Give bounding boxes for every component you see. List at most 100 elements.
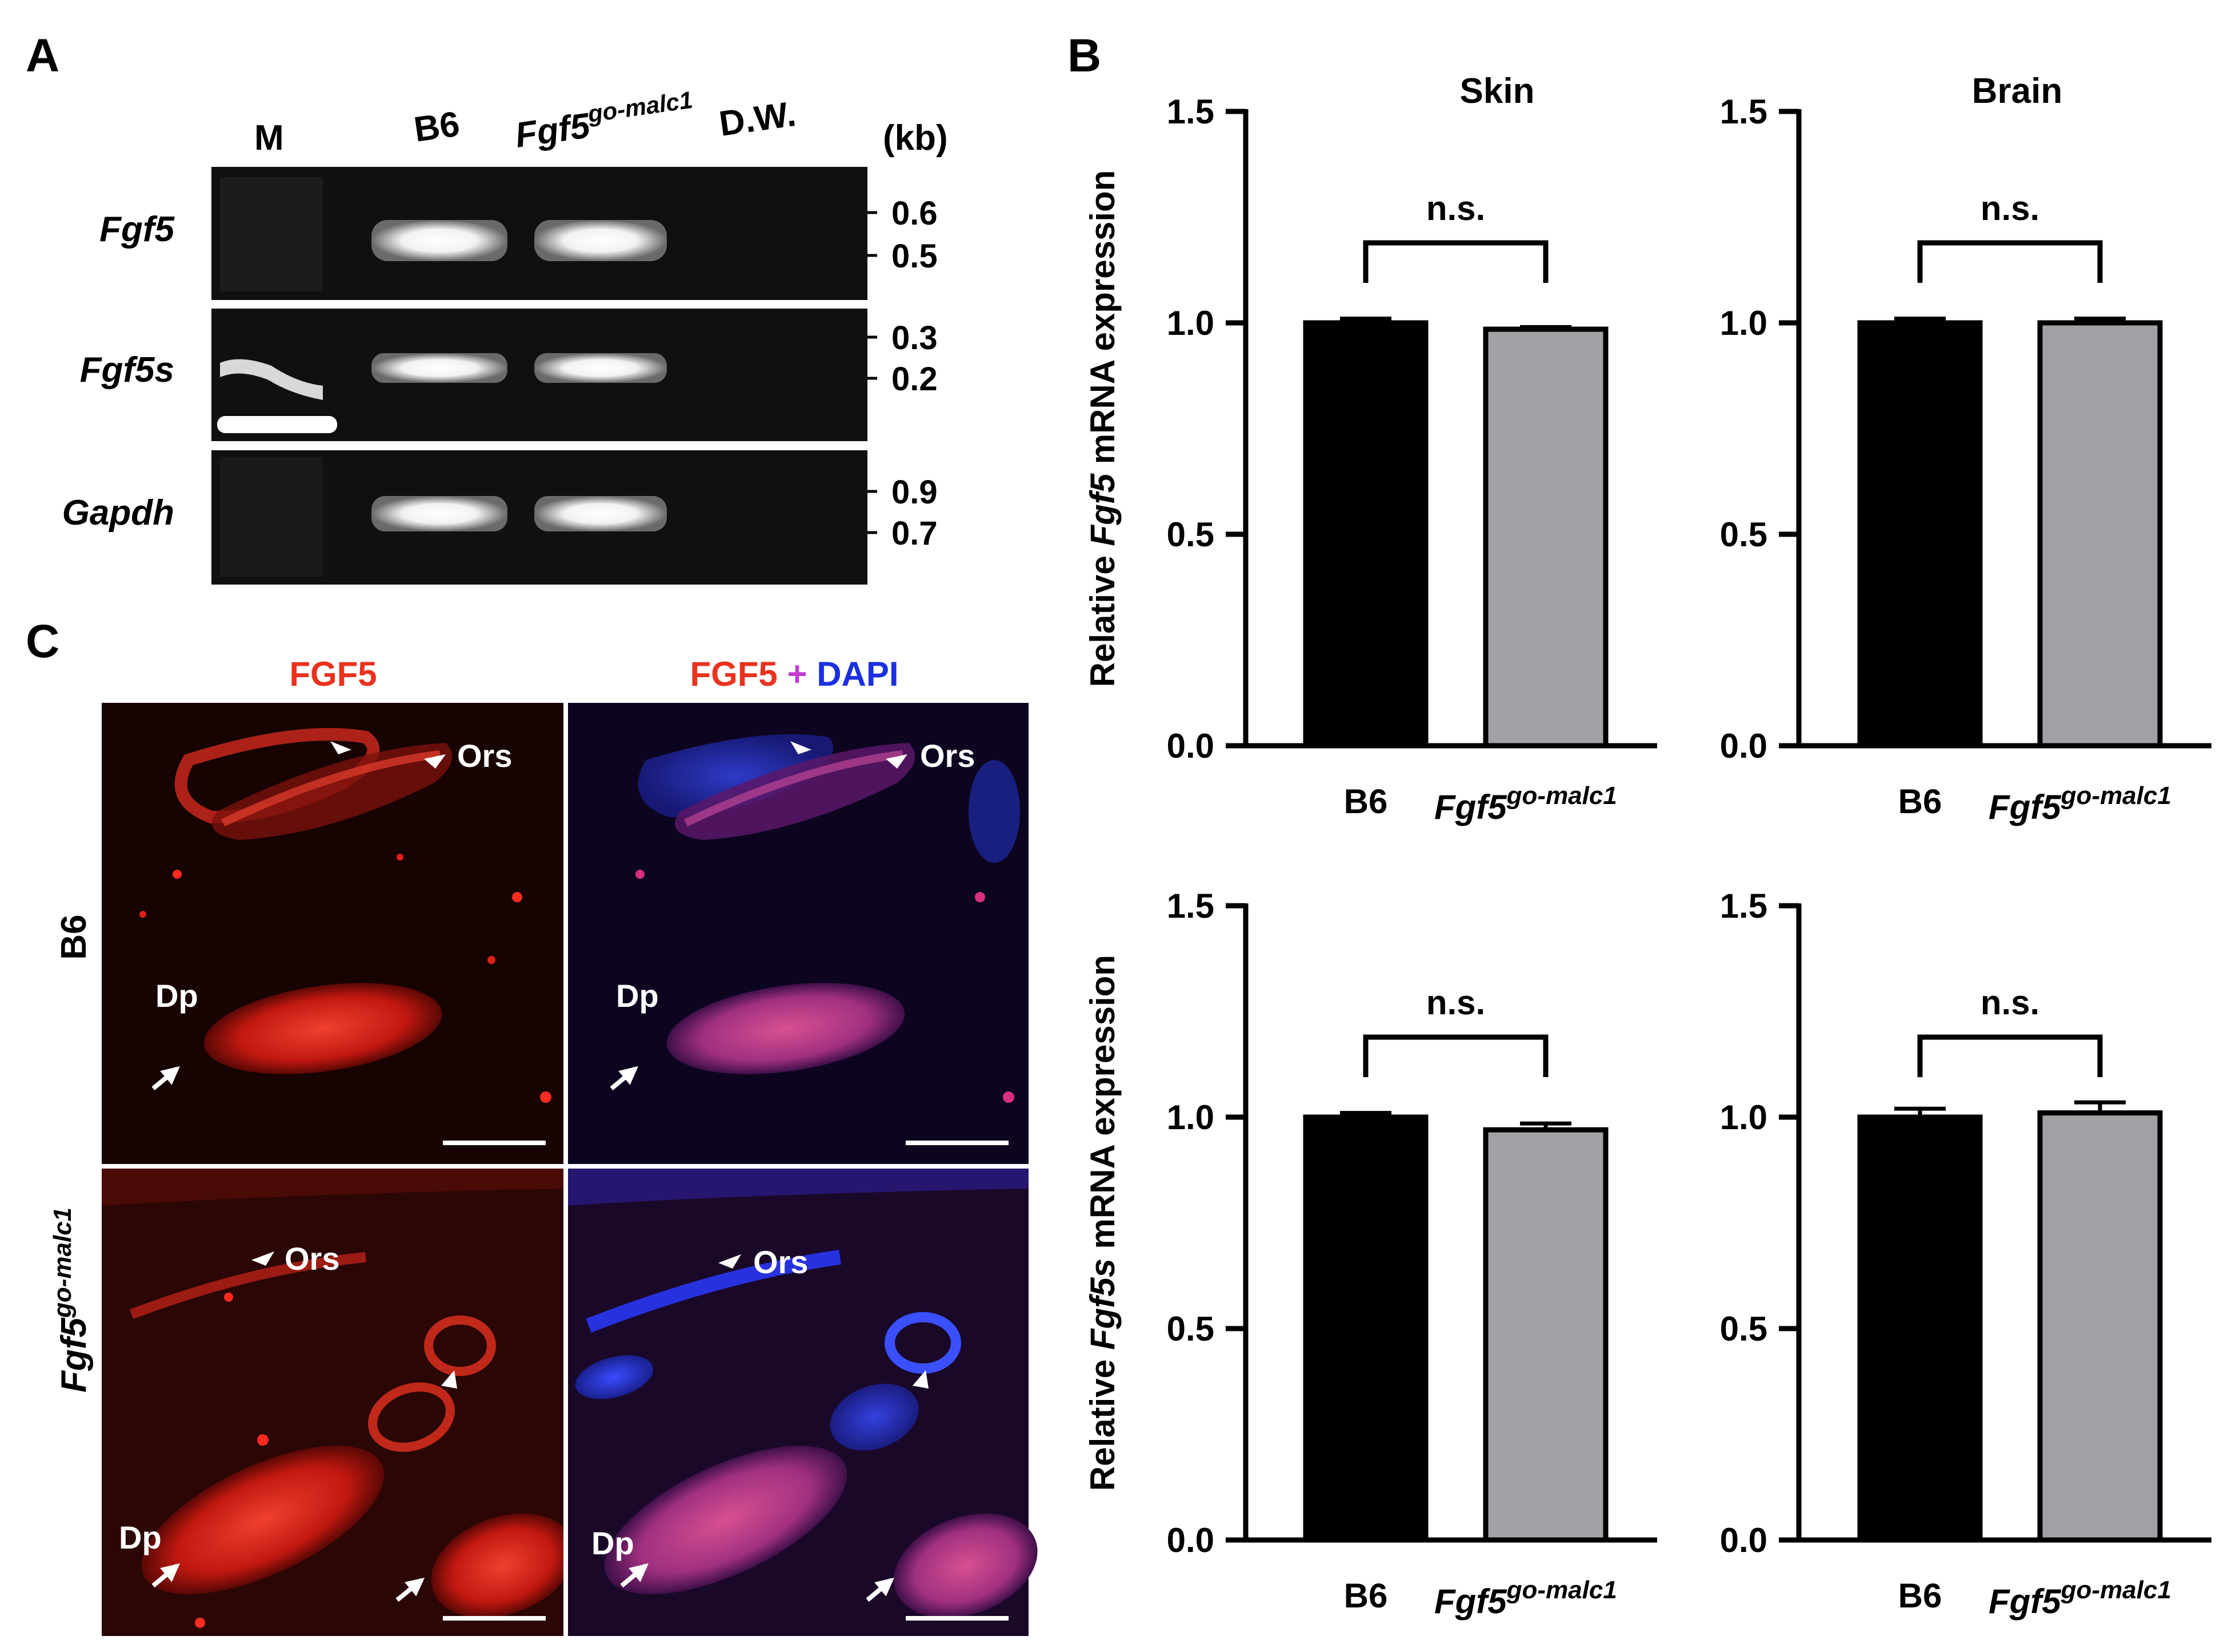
- gel-row-gapdh: Gapdh 0.9 0.7: [62, 450, 938, 585]
- y-tick-label: 1.0: [1167, 304, 1214, 342]
- y-tick-label: 1.0: [1167, 1098, 1214, 1137]
- hair-follicle: [675, 743, 915, 840]
- micro-image-mutant-fgf5: Ors Dp: [102, 1169, 575, 1636]
- gel-row-fgf5s: Fgf5s 0.3 0.2: [80, 309, 938, 441]
- label-ors: Ors: [457, 738, 513, 774]
- bar-chart-1: Skin 0.0 0.5 1.0 1.5 B6 Fgf5go-malc1 n.s. Relati…: [1083, 71, 1657, 826]
- hair-follicle: [221, 750, 441, 827]
- marker-label: 0.7: [891, 515, 938, 552]
- y-tick-label: 0.0: [1167, 1521, 1214, 1559]
- x-tick-label: B6: [1898, 782, 1942, 821]
- gene-label: Fgf5: [99, 210, 175, 249]
- y-axis-label: Relative Fgf5s mRNA expression: [1083, 955, 1122, 1491]
- band: [371, 220, 507, 261]
- hair-follicle: [830, 1383, 919, 1451]
- hair-follicle: [586, 1250, 841, 1333]
- y-tick-label: 1.0: [1720, 1098, 1767, 1137]
- arrowhead-icon: [251, 1251, 274, 1266]
- arrowhead-icon: [886, 754, 907, 769]
- gel-lane-headers: M B6 Fgf5go-malc1 D.W. (kb): [254, 86, 948, 158]
- label-dp: Dp: [119, 1519, 162, 1555]
- label-dp: Dp: [591, 1525, 634, 1561]
- significance-label: n.s.: [1426, 983, 1485, 1022]
- x-tick-label: B6: [1344, 782, 1388, 821]
- gene-label: Fgf5s: [80, 350, 174, 390]
- bar: [1483, 326, 1609, 749]
- marker-label: 0.6: [891, 195, 938, 232]
- significance-label: n.s.: [1426, 189, 1485, 227]
- marker-label: 0.3: [891, 319, 938, 357]
- row-label-b6: B6: [54, 914, 94, 959]
- y-tick-label: 0.0: [1167, 727, 1214, 765]
- significance-label: n.s.: [1981, 983, 2039, 1022]
- label-ors: Ors: [753, 1244, 809, 1280]
- y-tick-label: 0.0: [1720, 727, 1767, 765]
- hair-follicle: [885, 1312, 961, 1374]
- y-tick-label: 1.0: [1720, 304, 1767, 342]
- arrow-icon: [151, 1563, 180, 1588]
- gel-row-fgf5: Fgf5 0.6 0.5: [99, 167, 938, 300]
- dermal-papilla: [141, 1446, 385, 1594]
- band: [534, 353, 667, 383]
- row-label-fgf5: Fgf5go-malc1: [49, 1207, 94, 1393]
- panel-label-a: A: [26, 30, 59, 82]
- dermal-papilla: [431, 1513, 575, 1618]
- marker-lane: [220, 177, 323, 291]
- bar-charts: Skin 0.0 0.5 1.0 1.5 B6 Fgf5go-malc1 n.s. Relati…: [1083, 71, 2211, 1621]
- y-tick-label: 0.5: [1720, 1310, 1767, 1348]
- arrowhead-icon: [424, 754, 446, 769]
- bar: [1857, 320, 1983, 749]
- arrow-icon: [610, 1066, 638, 1091]
- marker-band: [217, 416, 337, 433]
- significance-bracket: [1917, 240, 2103, 283]
- col-title-fgf5: FGF5: [289, 655, 377, 693]
- micro-image-mutant-merge: Ors Dp: [566, 1169, 1038, 1636]
- y-tick-label: 1.5: [1720, 93, 1767, 131]
- bar: [2037, 320, 2163, 749]
- lane-label-m: M: [254, 118, 284, 158]
- hair-follicle: [212, 743, 453, 840]
- y-tick-label: 1.5: [1167, 887, 1214, 925]
- chart-title: Skin: [1460, 71, 1535, 111]
- x-tick-label: Fgf5go-malc1: [1989, 1576, 2171, 1621]
- y-tick-label: 0.5: [1167, 515, 1214, 554]
- x-tick-label: Fgf5go-malc1: [1989, 782, 2171, 826]
- x-tick-label: Fgf5go-malc1: [1434, 782, 1617, 826]
- bar: [1303, 1114, 1429, 1543]
- marker-label: 0.9: [891, 474, 938, 511]
- bar-chart-4: 0.0 0.5 1.0 1.5 B6 Fgf5go-malc1 n.s.: [1720, 887, 2211, 1621]
- y-tick-label: 0.5: [1167, 1310, 1214, 1348]
- label-dp: Dp: [155, 978, 198, 1014]
- x-tick-label: B6: [1344, 1577, 1388, 1615]
- arrowhead-icon: [913, 1370, 929, 1389]
- micro-image-b6-merge: Ors Dp: [566, 703, 1029, 1165]
- significance-label: n.s.: [1981, 189, 2039, 227]
- marker-lane: [220, 457, 323, 577]
- x-tick-label: B6: [1898, 1577, 1942, 1615]
- label-ors: Ors: [920, 738, 975, 774]
- micro-image-b6-fgf5: Ors Dp: [102, 703, 566, 1165]
- blue-region: [575, 1355, 654, 1399]
- y-tick-label: 0.5: [1720, 515, 1767, 554]
- marker-label: 0.2: [891, 361, 938, 398]
- bar: [2037, 1110, 2163, 1543]
- chart-title: Brain: [1972, 71, 2062, 111]
- arrowhead-icon: [718, 1254, 741, 1269]
- y-tick-label: 1.5: [1167, 93, 1214, 131]
- arrowhead-icon: [441, 1370, 457, 1389]
- band: [534, 496, 667, 531]
- y-axis-label: Relative Fgf5 mRNA expression: [1083, 170, 1122, 687]
- dermal-papilla: [894, 1513, 1038, 1618]
- col-title-merge: FGF5 + DAPI: [690, 655, 898, 693]
- hair-follicle: [638, 734, 834, 817]
- gene-label: Gapdh: [62, 493, 174, 533]
- y-tick-label: 0.0: [1720, 1521, 1767, 1559]
- band: [371, 496, 507, 531]
- label-ors: Ors: [285, 1241, 340, 1277]
- x-tick-label: Fgf5go-malc1: [1434, 1576, 1617, 1621]
- lane-label-dw: D.W.: [717, 94, 798, 144]
- arrow-icon: [395, 1577, 425, 1602]
- significance-bracket: [1363, 1034, 1549, 1077]
- band: [371, 353, 507, 383]
